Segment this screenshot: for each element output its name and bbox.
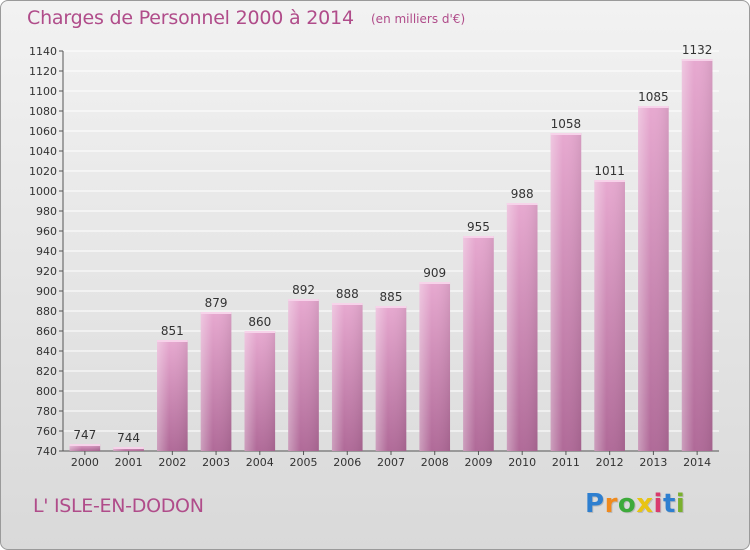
- y-tick-label: 920: [36, 265, 57, 278]
- bar-shade: [157, 340, 188, 451]
- bar-top-edge: [419, 282, 451, 284]
- bar-shade: [244, 331, 276, 451]
- y-tick-label: 840: [36, 345, 57, 358]
- y-tick-label: 940: [36, 245, 57, 258]
- bar-top-edge: [594, 180, 625, 182]
- y-tick-label: 900: [36, 285, 57, 298]
- data-label: 851: [161, 324, 184, 338]
- logo-letter: x: [636, 489, 654, 519]
- bar-top-edge: [375, 306, 407, 308]
- bar-shade: [594, 180, 625, 451]
- x-tick-label: 2013: [639, 456, 667, 469]
- bar-shade: [463, 236, 494, 451]
- bar-top-edge: [331, 303, 363, 305]
- data-label: 744: [117, 431, 140, 445]
- y-tick-label: 1000: [29, 185, 57, 198]
- x-tick-label: 2011: [552, 456, 580, 469]
- y-tick-label: 1140: [29, 45, 57, 58]
- bar-top-edge: [157, 340, 188, 342]
- y-tick-label: 880: [36, 305, 57, 318]
- proxiti-logo: Proxiti: [585, 489, 685, 519]
- x-tick-label: 2002: [158, 456, 186, 469]
- bar-top-edge: [550, 133, 582, 135]
- y-tick-label: 960: [36, 225, 57, 238]
- bar-shade: [550, 133, 582, 451]
- x-tick-label: 2003: [202, 456, 230, 469]
- data-label: 988: [511, 187, 534, 201]
- logo-letter: i: [675, 489, 686, 519]
- y-tick-label: 760: [36, 425, 57, 438]
- data-label: 909: [423, 266, 446, 280]
- data-label: 860: [248, 315, 271, 329]
- bar-shade: [506, 203, 538, 451]
- chart-title: Charges de Personnel 2000 à 2014: [27, 7, 354, 29]
- y-tick-label: 980: [36, 205, 57, 218]
- y-tick-label: 740: [36, 445, 57, 458]
- x-tick-label: 2005: [290, 456, 318, 469]
- logo-letter: P: [585, 489, 605, 519]
- bar-shade: [419, 282, 451, 451]
- y-tick-label: 1060: [29, 125, 57, 138]
- data-label: 885: [380, 290, 403, 304]
- data-label: 1058: [551, 117, 582, 131]
- x-tick-label: 2008: [421, 456, 449, 469]
- bar-top-edge: [506, 203, 538, 205]
- logo-letter: i: [653, 489, 663, 519]
- bar-top-edge: [288, 299, 319, 301]
- bar-shade: [69, 444, 101, 451]
- data-label: 879: [205, 296, 228, 310]
- bar-shade: [288, 299, 319, 451]
- place-name: L' ISLE-EN-DODON: [33, 495, 204, 517]
- x-tick-label: 2000: [71, 456, 99, 469]
- x-tick-label: 2012: [596, 456, 624, 469]
- bar-shade: [638, 106, 669, 451]
- x-tick-label: 2004: [246, 456, 274, 469]
- y-tick-label: 1020: [29, 165, 57, 178]
- data-label: 747: [73, 428, 96, 442]
- data-label: 888: [336, 287, 359, 301]
- y-tick-label: 1100: [29, 85, 57, 98]
- bar-top-edge: [638, 106, 669, 108]
- logo-letter: t: [662, 489, 676, 519]
- data-label: 1011: [594, 164, 625, 178]
- data-label: 1132: [682, 43, 713, 57]
- y-tick-label: 800: [36, 385, 57, 398]
- bar-shade: [375, 306, 407, 451]
- bar-shade: [200, 312, 232, 451]
- bar-top-edge: [200, 312, 232, 314]
- x-tick-label: 2007: [377, 456, 405, 469]
- y-tick-label: 820: [36, 365, 57, 378]
- labels: 2000 747 2001 744 2002 851 2003 879 2004 860 2005 8…: [71, 43, 713, 469]
- logo-letter: o: [617, 489, 637, 519]
- data-label: 1085: [638, 90, 669, 104]
- y-tick-label: 1040: [29, 145, 57, 158]
- y-tick-label: 780: [36, 405, 57, 418]
- x-tick-label: 2014: [683, 456, 711, 469]
- bar-top-edge: [244, 331, 276, 333]
- y-tick-label: 1120: [29, 65, 57, 78]
- bar-shade: [681, 59, 713, 451]
- bar-top-edge: [69, 444, 101, 446]
- bar-top-edge: [681, 59, 713, 61]
- x-tick-label: 2010: [508, 456, 536, 469]
- bar-shade: [331, 303, 363, 451]
- data-label: 892: [292, 283, 315, 297]
- bar-top-edge: [113, 447, 144, 449]
- x-tick-label: 2006: [333, 456, 361, 469]
- axes: 740 760 780 800 820 840 860 880 900 920 940 960 980 1…: [29, 45, 719, 458]
- bar-top-edge: [463, 236, 494, 238]
- x-tick-label: 2001: [115, 456, 143, 469]
- x-tick-label: 2009: [464, 456, 492, 469]
- chart-subtitle: (en milliers d'€): [371, 12, 466, 26]
- y-tick-label: 1080: [29, 105, 57, 118]
- y-tick-label: 860: [36, 325, 57, 338]
- data-label: 955: [467, 220, 490, 234]
- bars: [69, 59, 713, 451]
- logo-letter: r: [604, 489, 618, 519]
